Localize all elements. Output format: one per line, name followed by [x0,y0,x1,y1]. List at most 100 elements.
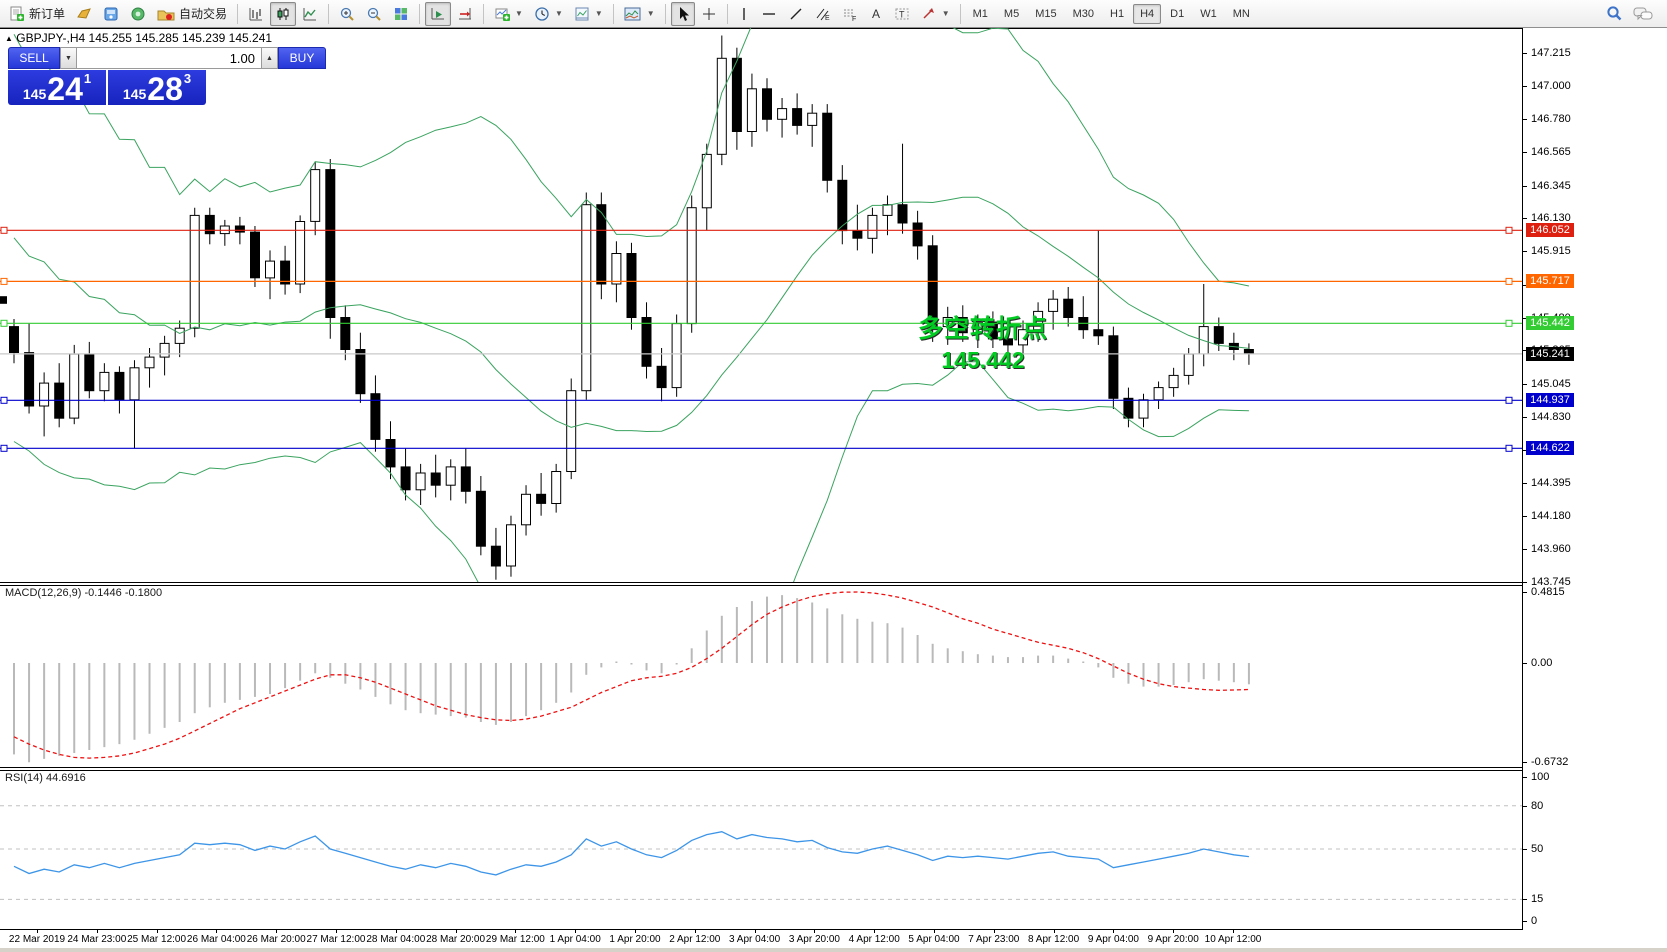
time-label: 7 Apr 23:00 [968,934,1020,945]
arrows-button[interactable]: ▼ [916,2,955,26]
fibonacci-button[interactable]: F [837,2,863,26]
time-label: 25 Mar 12:00 [127,934,187,945]
horizontal-line-button[interactable] [756,2,782,26]
time-label: 22 Mar 2019 [8,934,66,945]
timeframe-button-mn[interactable]: MN [1232,7,1250,20]
price-tick: 146.780 [1531,113,1571,126]
market-watch-icon [104,7,118,20]
search-icon[interactable] [1606,5,1623,22]
line-handle[interactable] [1505,444,1513,452]
timeframe-button-h4[interactable]: H4 [1133,3,1162,24]
partial-candle [0,296,7,304]
tile-windows-icon [395,7,408,20]
sell-price[interactable]: 145 24 1 [8,70,106,105]
line-handle[interactable] [0,319,8,327]
rsi-pane[interactable] [0,771,1523,929]
channel-button[interactable]: E [810,2,836,26]
buy-price[interactable]: 145 28 3 [108,70,206,105]
line-chart-button[interactable] [297,2,323,26]
bar-chart-icon [249,7,263,20]
auto-trading-label: 自动交易 [179,7,228,21]
macd-signal-line [13,591,1249,759]
collapse-triangle-icon[interactable]: ▲ [5,34,13,43]
zoom-out-button[interactable] [361,2,387,26]
trendline-icon [790,8,802,19]
text-button[interactable]: A [864,2,888,26]
navigator-button[interactable] [125,2,151,26]
chat-icon[interactable] [1633,6,1653,22]
zoom-in-button[interactable] [334,2,360,26]
time-tick-mark [1173,930,1175,933]
line-handle[interactable] [1505,319,1513,327]
new-order-button[interactable]: 新订单 [4,2,70,26]
line-handle[interactable] [0,277,8,285]
macd-pane[interactable] [0,586,1523,767]
auto-trading-button[interactable]: 自动交易 [152,2,232,26]
new-order-label: 新订单 [29,7,66,21]
cursor-button[interactable] [670,1,695,26]
indicators-icon [495,8,511,21]
trendline-button[interactable] [783,2,809,26]
price-tick: 146.345 [1531,179,1571,192]
templates-button[interactable]: ▼ [569,2,608,26]
tile-windows-button[interactable] [388,2,414,26]
macd-label: MACD(12,26,9) -0.1446 -0.1800 [5,587,163,599]
toolbar-separator [612,3,614,24]
cursor-icon [679,6,689,21]
indicators-button[interactable]: ▼ [489,2,528,26]
profiles-button[interactable]: ▼ [619,2,660,26]
line-handle[interactable] [0,444,8,452]
line-handle[interactable] [1505,277,1513,285]
svg-text:E: E [825,15,830,22]
timeframe-button-m30[interactable]: M30 [1072,7,1095,20]
level-price-label: 145.717 [1526,274,1574,289]
symbol-ohlc: 145.255 145.285 145.239 145.241 [88,31,273,45]
volume-decrease-button[interactable]: ▼ [60,47,77,69]
line-handle[interactable] [1505,396,1513,404]
volume-increase-button[interactable]: ▲ [261,47,278,69]
line-handle[interactable] [1505,226,1513,234]
timeframe-button-w1[interactable]: W1 [1200,7,1217,20]
timeframe-button-h1[interactable]: H1 [1110,7,1125,20]
time-label: 9 Apr 20:00 [1147,934,1199,945]
line-handle[interactable] [0,226,8,234]
bar-chart-button[interactable] [243,2,269,26]
channel-icon: E [816,8,830,22]
price-chart-pane[interactable] [0,28,1523,583]
price-macd-splitter[interactable] [0,582,1523,586]
price-tick: 145.915 [1531,245,1571,258]
periods-button[interactable]: ▼ [529,2,568,26]
volume-input[interactable] [77,47,261,69]
buy-button[interactable]: BUY [278,47,326,69]
sell-button[interactable]: SELL [8,47,60,69]
time-tick-mark [96,930,98,933]
axis-tick-mark [1523,284,1527,286]
axis-tick-mark [1523,762,1527,764]
crosshair-icon [702,7,715,20]
timeframe-button-d1[interactable]: D1 [1170,7,1185,20]
buy-price-prefix: 145 [122,86,147,102]
line-handle[interactable] [0,396,8,404]
candlestick-chart-button[interactable] [270,1,297,26]
chart-shift-button[interactable] [452,2,478,26]
toolbar-separator [328,3,330,24]
axis-tick-mark [1523,251,1527,253]
price-tick: 144.395 [1531,476,1571,489]
text-label-button[interactable]: T [889,2,915,26]
macd-rsi-splitter[interactable] [0,767,1523,771]
timeframe-button-m5[interactable]: M5 [1003,7,1020,20]
time-label: 2 Apr 12:00 [669,934,721,945]
axis-tick-mark [1523,383,1527,385]
crosshair-button[interactable] [696,2,722,26]
market-watch-button[interactable] [98,2,124,26]
macd-tick: 0.4815 [1531,585,1565,598]
time-label: 26 Mar 04:00 [186,934,246,945]
history-center-button[interactable] [71,2,97,26]
time-tick-mark [336,930,337,933]
axis-tick-mark [1523,663,1527,664]
axis-tick-mark [1523,849,1527,850]
auto-scroll-button[interactable] [425,1,452,26]
timeframe-button-m15[interactable]: M15 [1035,7,1057,20]
vertical-line-button[interactable] [733,2,755,26]
timeframe-button-m1[interactable]: M1 [972,7,988,20]
